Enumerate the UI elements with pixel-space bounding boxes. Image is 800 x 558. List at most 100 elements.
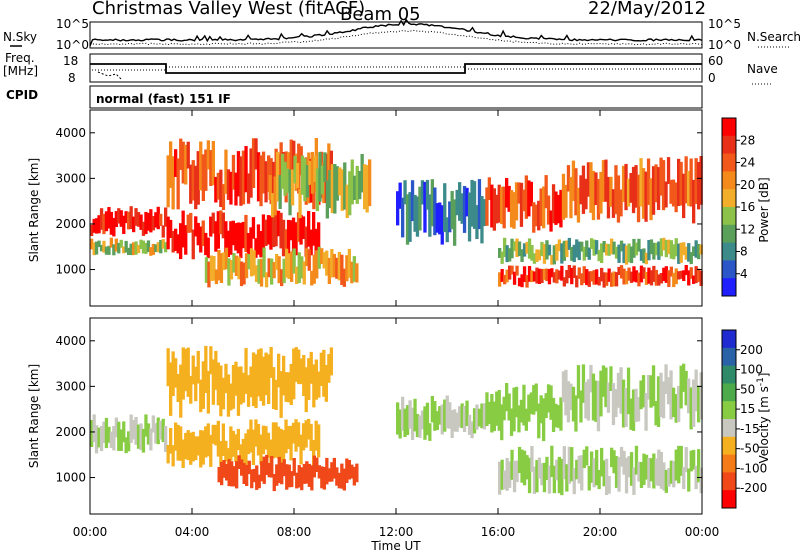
radar-cell	[179, 223, 183, 260]
radar-cell	[634, 388, 638, 422]
radar-cell	[567, 237, 571, 250]
radar-cell	[275, 464, 279, 486]
radar-cell	[278, 175, 282, 209]
radar-cell	[546, 384, 551, 413]
radar-cell	[639, 265, 644, 283]
radar-cell	[302, 261, 306, 285]
radar-cell	[472, 181, 477, 229]
radar-cell	[662, 462, 666, 491]
radar-cell	[285, 248, 289, 278]
radar-cell	[438, 202, 442, 235]
colorbar-swatch	[722, 135, 736, 155]
radar-cell	[134, 417, 138, 445]
radar-cell	[156, 206, 160, 230]
radar-cell	[225, 464, 229, 481]
radar-cell	[169, 362, 173, 416]
radar-cell	[267, 463, 271, 478]
radar-cell	[169, 428, 173, 454]
radar-cell	[179, 364, 183, 418]
scatter-band	[166, 345, 333, 418]
radar-cell	[596, 380, 601, 432]
scatter-band	[498, 265, 703, 288]
radar-cell	[689, 267, 693, 279]
radar-cell	[358, 171, 362, 200]
colorbar-swatch	[722, 153, 736, 172]
radar-cell	[291, 422, 296, 444]
radar-cell	[540, 241, 544, 257]
radar-cell	[307, 211, 311, 247]
radar-cell	[475, 205, 479, 239]
radar-cell	[677, 158, 681, 206]
radar-cell	[582, 449, 586, 469]
radar-cell	[122, 246, 126, 254]
radar-cell	[636, 174, 641, 223]
beam-label: Beam 05	[340, 4, 421, 25]
radar-cell	[151, 415, 155, 433]
radar-cell	[194, 165, 198, 210]
radar-cell	[512, 387, 516, 432]
radar-cell	[556, 405, 561, 428]
radar-cell	[144, 414, 148, 437]
radar-cell	[592, 239, 596, 256]
radar-cell	[352, 466, 356, 486]
radar-cell	[260, 461, 264, 482]
radar-cell	[555, 459, 559, 481]
radar-cell	[289, 220, 293, 241]
radar-cell	[261, 425, 266, 455]
radar-cell	[288, 169, 292, 216]
radar-cell	[428, 423, 432, 441]
radar-cell	[622, 243, 626, 264]
radar-cell	[624, 245, 629, 265]
radar-cell	[585, 446, 589, 466]
radar-cell	[555, 269, 559, 284]
radar-cell	[164, 242, 168, 253]
radar-cell	[274, 210, 278, 247]
radar-cell	[355, 165, 359, 204]
radar-cell	[551, 184, 556, 224]
radar-cell	[229, 221, 233, 255]
radar-cell	[204, 232, 208, 256]
radar-cell	[275, 254, 279, 270]
radar-cell	[209, 216, 213, 237]
radar-cell	[480, 403, 484, 429]
colorbar-swatch	[722, 224, 736, 244]
radar-cell	[292, 458, 296, 476]
radar-cell	[571, 160, 576, 201]
radar-cell	[639, 462, 644, 488]
cpid-panel-frame	[89, 85, 703, 109]
radar-cell	[127, 431, 131, 452]
radar-cell	[512, 460, 517, 493]
scatter-band	[217, 454, 359, 492]
radar-cell	[340, 169, 344, 211]
radar-cell	[584, 178, 588, 210]
radar-cell	[647, 240, 651, 261]
radar-cell	[509, 408, 514, 436]
y-tick-label: 3000	[55, 171, 86, 185]
radar-cell	[234, 361, 238, 396]
radar-cell	[515, 460, 519, 483]
radar-cell	[174, 149, 178, 177]
radar-cell	[545, 268, 549, 282]
radar-cell	[480, 196, 484, 244]
radar-cell	[440, 205, 444, 245]
radar-cell	[554, 191, 558, 225]
radar-cell	[141, 240, 146, 254]
radar-cell	[622, 450, 626, 475]
radar-cell	[642, 267, 646, 279]
radar-cell	[211, 359, 215, 405]
radar-cell	[181, 210, 185, 248]
radar-cell	[273, 176, 277, 216]
radar-cell	[317, 465, 321, 479]
radar-cell	[699, 156, 703, 205]
station-title: Christmas Valley West (fitACF)	[92, 0, 365, 19]
radar-cell	[317, 246, 321, 269]
radar-cell	[403, 408, 407, 437]
radar-cell	[350, 464, 354, 479]
radar-cell	[585, 240, 589, 257]
radar-cell	[199, 379, 203, 413]
radar-cell	[500, 251, 504, 264]
radar-cell	[127, 211, 131, 230]
radar-cell	[132, 216, 136, 233]
radar-cell	[97, 427, 101, 448]
radar-cell	[684, 447, 688, 473]
